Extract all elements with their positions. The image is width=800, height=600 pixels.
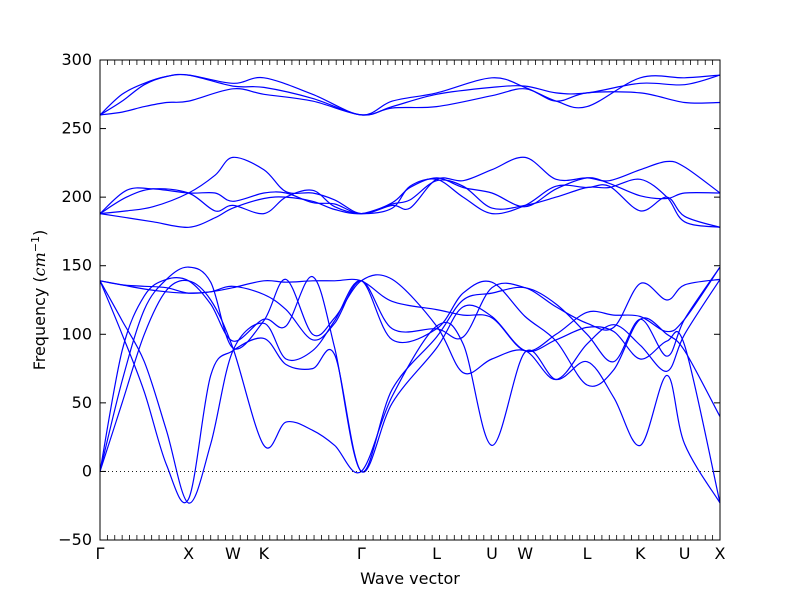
x-tick-label: U [486, 544, 498, 563]
x-axis-label: Wave vector [360, 569, 460, 588]
x-tick-label: X [715, 544, 726, 563]
band-line [99, 178, 721, 228]
band-line [99, 278, 721, 341]
y-tick-label: 200 [61, 187, 92, 206]
plot-frame [99, 59, 721, 541]
y-tick-label: 100 [61, 324, 92, 343]
y-tick-label: 0 [82, 461, 92, 480]
x-tick-label: K [259, 544, 270, 563]
y-axis-label: Frequency (cm−1) [29, 230, 49, 371]
plot-background [100, 60, 720, 540]
y-tick-label: 300 [61, 50, 92, 69]
band-line [99, 156, 721, 215]
x-tick-label: X [183, 544, 194, 563]
x-tick-label: Γ [96, 544, 105, 563]
band-line [99, 266, 721, 472]
phonon-bands [99, 73, 721, 504]
x-tick-label: L [432, 544, 441, 563]
x-tick-label: L [583, 544, 592, 563]
y-tick-label: 150 [61, 256, 92, 275]
y-axis-label-close: ) [30, 230, 49, 236]
y-axis-label-unit: cm [30, 252, 49, 276]
band-line [99, 280, 721, 504]
x-tick-label: K [635, 544, 646, 563]
y-tick-label: 50 [72, 393, 92, 412]
y-tick-label: 250 [61, 119, 92, 138]
x-tick-label: U [679, 544, 691, 563]
y-tick-label: −50 [58, 530, 92, 549]
band-line [99, 73, 721, 116]
y-axis-ticks: −50 0 50 100 150 200 250 300 [58, 50, 720, 549]
band-line [99, 266, 721, 473]
y-axis-label-exp: −1 [29, 236, 42, 252]
x-tick-label: W [517, 544, 533, 563]
x-tick-label: W [225, 544, 241, 563]
band-line [99, 177, 721, 215]
x-tick-label: Γ [357, 544, 366, 563]
band-line [99, 280, 721, 504]
y-axis-label-text: Frequency ( [30, 276, 49, 370]
